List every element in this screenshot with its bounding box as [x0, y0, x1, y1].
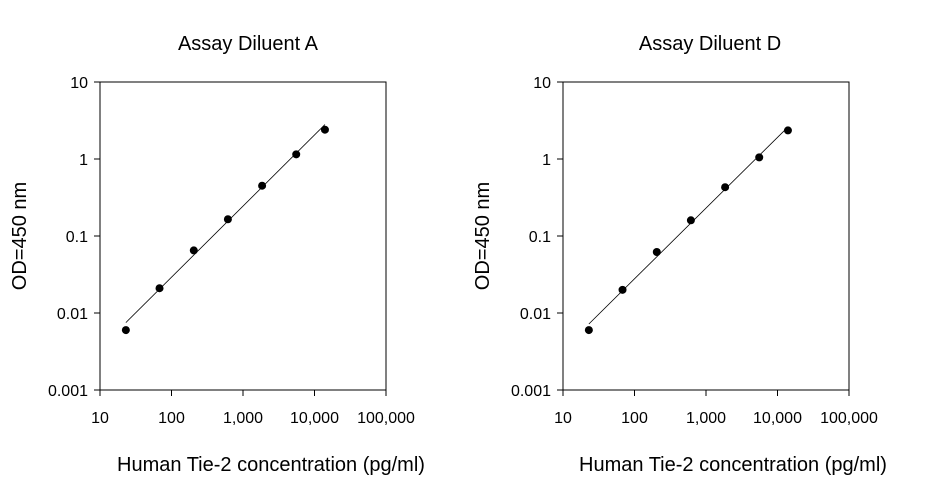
- data-point: [755, 153, 764, 162]
- y-tick-label: 10: [70, 75, 88, 92]
- x-tick-label: 1,000: [686, 410, 726, 427]
- y-tick-label: 0.001: [511, 383, 551, 400]
- data-point: [292, 150, 301, 159]
- y-tick-label: 1: [542, 152, 551, 169]
- x-axis-label: Human Tie-2 concentration (pg/ml): [579, 454, 887, 476]
- x-tick-label: 10: [554, 410, 572, 427]
- data-point: [121, 326, 130, 335]
- x-axis-label: Human Tie-2 concentration (pg/ml): [117, 454, 425, 476]
- y-tick-label: 0.01: [57, 306, 88, 323]
- data-point: [618, 285, 627, 294]
- data-point: [783, 126, 792, 135]
- data-point: [686, 216, 695, 225]
- y-tick-label: 10: [533, 75, 551, 92]
- y-axis-label: OD=450 nm: [9, 182, 31, 290]
- chart-panel-assay-diluent-d: Assay Diluent D 10 100 1,000 10,000 100,000 0.…: [472, 33, 887, 476]
- plot-area-frame: [562, 81, 850, 391]
- y-axis-label: OD=450 nm: [472, 182, 494, 290]
- y-tick-label: 0.1: [529, 229, 551, 246]
- x-tick-label: 100: [158, 410, 185, 427]
- data-point: [189, 246, 198, 255]
- data-point: [320, 125, 329, 134]
- plot-area-frame: [99, 81, 387, 391]
- x-tick-label: 100,000: [357, 410, 415, 427]
- x-tick-label: 100,000: [820, 410, 878, 427]
- x-tick-label: 10,000: [753, 410, 802, 427]
- x-tick-label: 1,000: [223, 410, 263, 427]
- y-tick-label: 1: [79, 152, 88, 169]
- chart-title: Assay Diluent A: [178, 33, 319, 55]
- y-tick-label: 0.01: [520, 306, 551, 323]
- chart-title: Assay Diluent D: [639, 33, 781, 55]
- data-point: [584, 326, 593, 335]
- data-point: [223, 215, 232, 224]
- x-tick-label: 100: [621, 410, 648, 427]
- chart-panel-assay-diluent-a: Assay Diluent A 10 100 1,000 10,000 100,000 0.…: [9, 33, 425, 476]
- data-point: [155, 284, 164, 293]
- x-tick-label: 10: [91, 410, 109, 427]
- x-tick-label: 10,000: [290, 410, 339, 427]
- y-tick-label: 0.1: [66, 229, 88, 246]
- data-point: [652, 247, 661, 256]
- data-point: [258, 181, 267, 190]
- data-point: [721, 183, 730, 192]
- y-tick-label: 0.001: [48, 383, 88, 400]
